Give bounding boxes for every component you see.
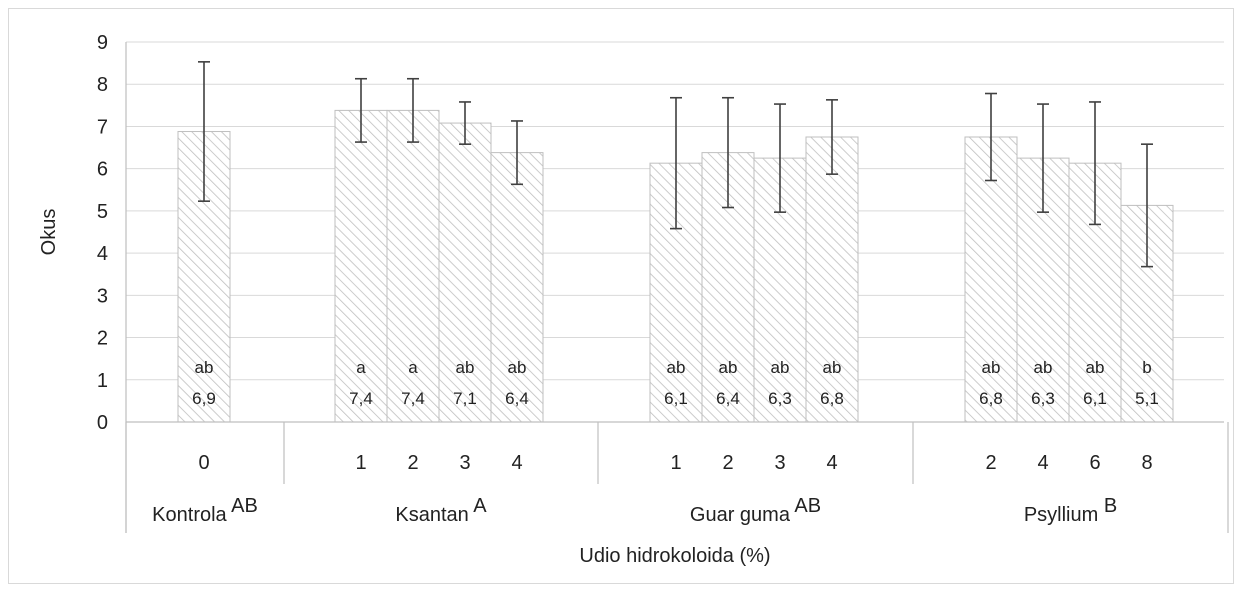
y-tick-label: 6 [97,159,108,181]
bar [964,136,1018,423]
x-tick-label: 1 [670,452,681,474]
y-tick-label: 2 [97,328,108,350]
bar-value-label: 6,8 [820,389,844,408]
bar-value-label: 5,1 [1135,389,1159,408]
group-letter: A [473,495,487,517]
bar-letter-label: a [408,358,418,377]
bar-letter-label: ab [771,358,790,377]
bar-value-label: 6,1 [664,389,688,408]
bar-letter-label: ab [982,358,1001,377]
y-axis-title: Okus [38,209,60,256]
bar-letter-label: ab [719,358,738,377]
bar-value-label: 7,4 [401,389,425,408]
x-tick-label: 1 [355,452,366,474]
chart-frame: 0 1 2 3 4 5 6 7 8 9 Okus ab 6,9 0 Kontrola AB a 7,4 1 a 7,4… [8,8,1234,584]
group-label: Psyllium B [1024,495,1117,526]
group-label: Ksantan A [395,495,487,526]
x-tick-label: 0 [198,452,209,474]
bar [490,152,544,423]
x-tick-label: 4 [511,452,522,474]
y-tick-label: 1 [97,370,108,392]
y-tick-label: 3 [97,285,108,307]
y-tick-label: 5 [97,201,108,223]
bar-letter-label: ab [456,358,475,377]
group-letter: AB [231,495,258,517]
y-tick-label: 0 [97,412,108,434]
bar-value-label: 7,1 [453,389,477,408]
bar-letter-label: b [1142,358,1151,377]
x-tick-label: 4 [1037,452,1048,474]
bar [386,109,440,423]
bar [438,122,492,423]
bar-letter-label: ab [823,358,842,377]
group-label: Guar guma AB [690,495,821,526]
x-tick-label: 6 [1089,452,1100,474]
bar-letter-label: ab [1086,358,1105,377]
group-name: Psyllium [1024,504,1104,526]
bar-value-label: 6,1 [1083,389,1107,408]
bar-value-label: 7,4 [349,389,373,408]
bar-value-label: 6,8 [979,389,1003,408]
x-tick-label: 2 [722,452,733,474]
x-tick-label: 4 [826,452,837,474]
group-letter: AB [794,495,821,517]
group-name: Ksantan [395,504,473,526]
group-letter: B [1104,495,1117,517]
x-axis-title: Udio hidrokoloida (%) [579,545,770,567]
y-tick-label: 7 [97,116,108,138]
x-tick-label: 8 [1141,452,1152,474]
bar-letter-label: ab [1034,358,1053,377]
bar [334,109,388,423]
y-tick-label: 8 [97,74,108,96]
x-tick-label: 2 [985,452,996,474]
bar-value-label: 6,4 [505,389,529,408]
bar-value-label: 6,9 [192,389,216,408]
group-name: Kontrola [152,504,231,526]
bar-value-label: 6,3 [1031,389,1055,408]
axes [125,42,1229,533]
y-tick-label: 4 [97,243,108,265]
group-name: Guar guma [690,504,795,526]
bar-value-label: 6,4 [716,389,740,408]
x-tick-label: 3 [774,452,785,474]
bar-letter-label: ab [508,358,527,377]
bar-letter-label: ab [667,358,686,377]
bar-letter-label: ab [195,358,214,377]
bar [805,136,859,423]
x-tick-label: 2 [407,452,418,474]
bar-value-label: 6,3 [768,389,792,408]
bar-letter-label: a [356,358,366,377]
x-tick-label: 3 [459,452,470,474]
group-label: Kontrola AB [152,495,258,526]
bars [177,61,1174,423]
y-tick-label: 9 [97,32,108,54]
